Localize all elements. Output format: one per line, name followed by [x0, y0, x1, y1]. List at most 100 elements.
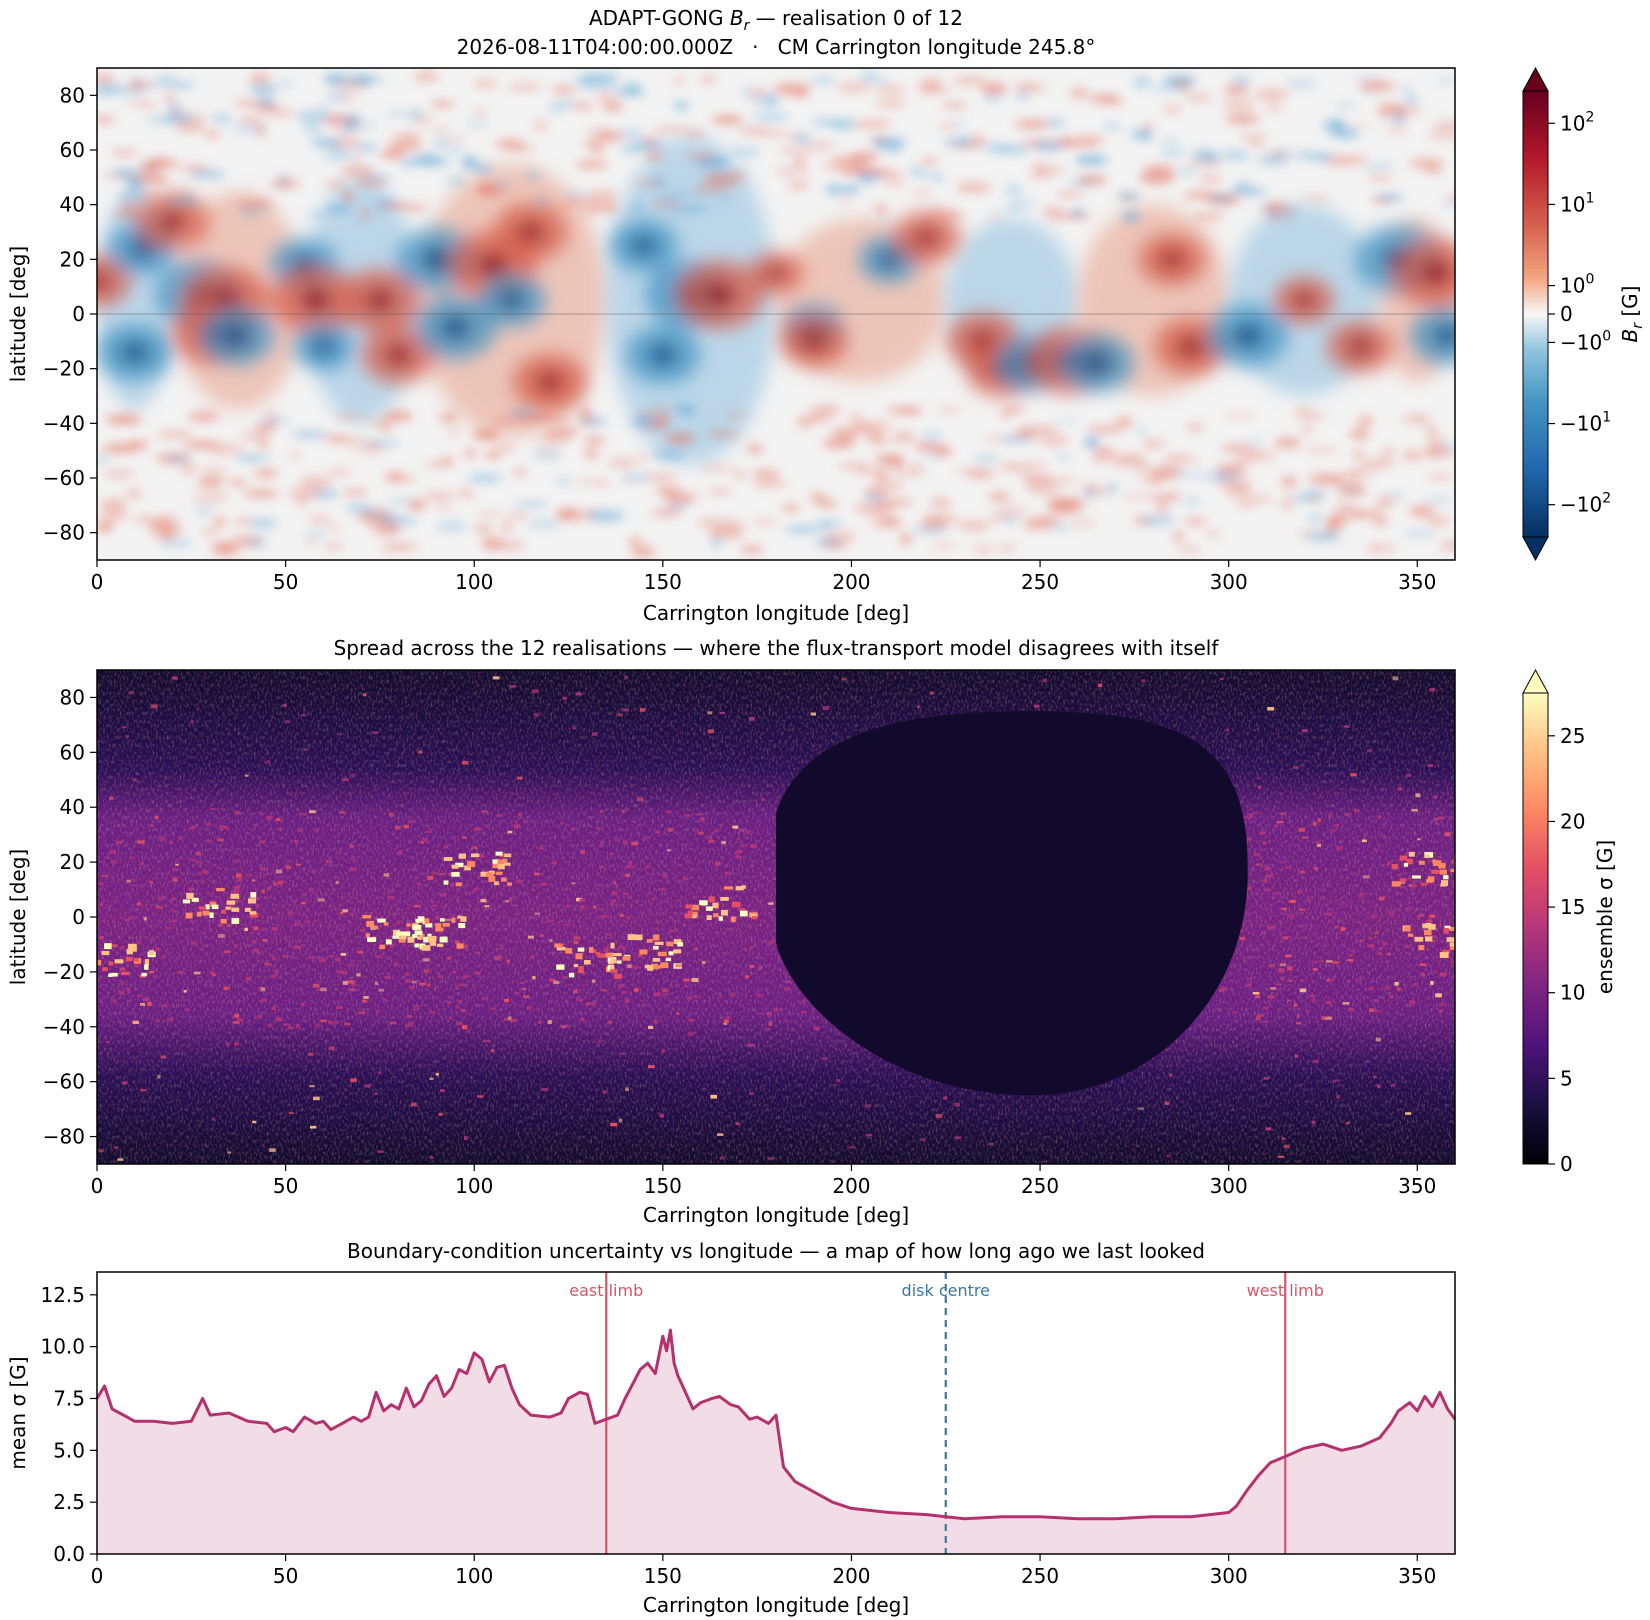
spread-speck — [573, 989, 578, 994]
br-active-region-core — [915, 229, 939, 246]
br-colorbar-tick-label: −102 — [1560, 491, 1611, 517]
spread-speck — [169, 841, 173, 845]
br-flux-speck — [253, 468, 278, 479]
spread-speck — [99, 950, 103, 954]
spread-speck — [749, 965, 755, 968]
spread-speck — [297, 828, 303, 833]
spread-speck — [773, 1007, 779, 1012]
spread-speck — [1363, 875, 1370, 879]
br-flux-speck — [1281, 476, 1298, 488]
br-x-tick-label: 100 — [455, 570, 493, 594]
spread-speck — [283, 955, 289, 958]
spread-speck — [1344, 725, 1350, 728]
br-flux-speck — [320, 153, 356, 162]
spread-speck — [1311, 960, 1317, 964]
spread-hotspot-pixel — [367, 937, 376, 942]
spread-hotspot-pixel — [1408, 851, 1415, 857]
br-flux-speck — [152, 212, 163, 219]
spread-speck — [99, 902, 104, 906]
spread-speck — [683, 814, 691, 817]
spread-hotspot-pixel — [627, 934, 637, 941]
spread-speck — [229, 905, 236, 909]
br-flux-speck — [1086, 425, 1123, 434]
spread-speck — [865, 1133, 873, 1137]
br-flux-speck — [1352, 155, 1368, 164]
br-flux-speck — [1282, 496, 1294, 501]
br-flux-speck — [988, 491, 1010, 503]
spread-speck — [126, 879, 131, 883]
br-flux-speck — [1348, 123, 1373, 129]
spread-speck — [630, 965, 638, 969]
spread-speck — [771, 843, 776, 846]
spread-speck — [419, 982, 426, 986]
spread-speck — [406, 1014, 413, 1018]
br-flux-speck — [330, 438, 369, 444]
spread-speck — [835, 1079, 841, 1083]
spread-speck — [1368, 936, 1373, 940]
br-flux-speck — [796, 420, 812, 430]
spread-hotspot-pixel — [1450, 868, 1455, 873]
spread-speck — [694, 947, 698, 951]
br-flux-speck — [496, 540, 526, 551]
br-y-tick-label: 20 — [60, 247, 85, 271]
br-flux-speck — [302, 124, 324, 134]
spread-speck — [620, 913, 624, 917]
spread-speck — [304, 920, 311, 924]
spread-hotspot-pixel — [605, 952, 614, 958]
br-flux-speck — [774, 167, 811, 175]
spread-speck — [244, 927, 248, 932]
spread-speck — [1452, 886, 1455, 889]
spread-speck — [592, 732, 598, 736]
spread-hotspot-pixel — [673, 949, 682, 954]
spread-speck — [283, 1023, 290, 1026]
spread-speck — [143, 917, 147, 921]
spread-speck — [694, 995, 698, 998]
br-flux-speck — [822, 438, 856, 449]
spread-speck — [1288, 979, 1293, 982]
spread-speck — [750, 844, 757, 848]
spread-x-tick-label: 350 — [1398, 1174, 1436, 1198]
br-flux-speck — [752, 519, 778, 525]
br-flux-speck — [652, 449, 685, 460]
spread-speck — [210, 807, 216, 810]
spread-hotspot-pixel — [412, 925, 422, 931]
spread-speck — [110, 944, 118, 948]
br-flux-speck — [652, 405, 674, 415]
br-flux-speck — [111, 168, 140, 178]
spread-speck — [747, 1043, 755, 1047]
br-flux-speck — [351, 447, 386, 455]
uncertainty-y-label: mean σ [G] — [6, 1356, 30, 1469]
br-flux-speck — [239, 116, 264, 124]
spread-speck — [1293, 766, 1299, 769]
spread-speck — [234, 859, 241, 863]
spread-speck — [451, 914, 456, 919]
spread-speck — [631, 841, 639, 846]
spread-speck — [118, 990, 124, 995]
br-flux-speck — [1069, 519, 1098, 527]
br-flux-speck — [1136, 475, 1174, 481]
spread-speck — [363, 995, 369, 999]
br-flux-speck — [167, 455, 190, 462]
br-flux-speck — [110, 150, 138, 156]
spread-speck — [471, 889, 476, 894]
uncertainty-x-tick-label: 250 — [1021, 1564, 1059, 1588]
br-flux-speck — [385, 413, 414, 419]
spread-speck — [662, 874, 668, 879]
br-flux-speck — [1300, 196, 1332, 201]
br-flux-speck — [1307, 513, 1324, 523]
spread-speck — [413, 904, 420, 908]
br-flux-speck — [854, 503, 882, 514]
br-flux-speck — [751, 479, 787, 488]
spread-speck — [1278, 968, 1285, 972]
spread-speck — [1325, 1016, 1333, 1021]
spread-speck — [300, 714, 307, 717]
spread-speck — [637, 953, 643, 957]
br-flux-speck — [289, 451, 300, 460]
spread-speck — [257, 1015, 263, 1018]
spread-speck — [1415, 793, 1421, 798]
spread-speck — [459, 983, 466, 986]
br-flux-speck — [290, 429, 329, 440]
spread-speck — [625, 1087, 629, 1092]
spread-hotspot-pixel — [464, 865, 471, 871]
spread-speck — [1376, 1084, 1381, 1089]
